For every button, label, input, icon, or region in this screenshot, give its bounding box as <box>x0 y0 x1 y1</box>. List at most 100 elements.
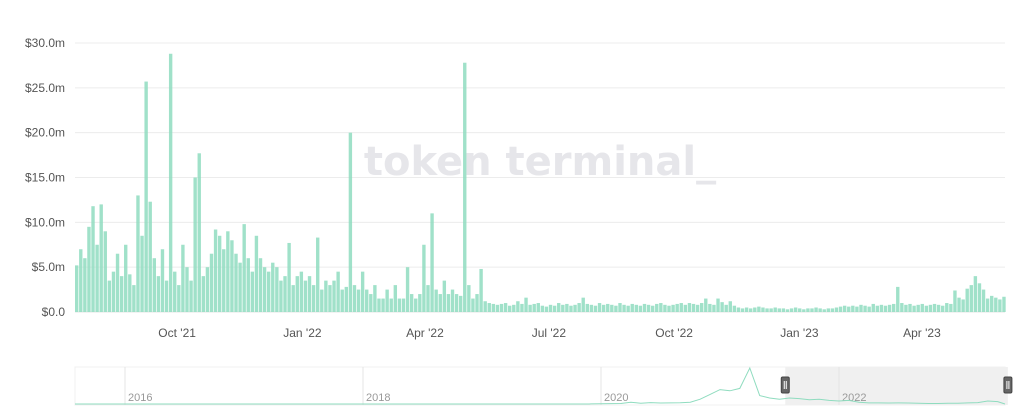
bar <box>422 244 426 312</box>
bar <box>115 253 120 312</box>
bar <box>438 294 442 312</box>
bar <box>524 297 528 312</box>
bar <box>593 305 598 312</box>
bar <box>222 249 226 312</box>
bar <box>969 285 973 312</box>
bar <box>765 308 769 312</box>
bar <box>941 305 945 312</box>
bar <box>855 306 859 312</box>
bar <box>708 303 712 312</box>
y-tick-label: $25.0m <box>25 81 65 95</box>
bar <box>863 305 867 312</box>
bar <box>793 307 798 312</box>
bar <box>185 267 189 312</box>
bar <box>838 306 843 312</box>
grip-handle-icon <box>1003 376 1013 394</box>
bar <box>646 304 651 312</box>
navigator-left-handle[interactable] <box>780 376 790 394</box>
navigator-right-handle[interactable] <box>1003 376 1013 394</box>
bar <box>430 213 434 312</box>
bar <box>193 177 197 312</box>
bar <box>896 286 900 312</box>
bar <box>177 285 181 312</box>
bar <box>777 308 781 312</box>
bar <box>463 62 467 312</box>
bar <box>144 81 148 312</box>
grip-handle-icon <box>780 376 790 394</box>
bar <box>307 276 312 312</box>
bar <box>687 303 692 312</box>
bar <box>867 306 871 312</box>
bar <box>471 298 475 312</box>
bar <box>887 304 892 312</box>
navigator-year-label: 2022 <box>842 392 866 404</box>
bar <box>704 298 708 312</box>
bar <box>136 195 140 312</box>
bar <box>173 271 177 312</box>
bar <box>965 288 969 312</box>
bar <box>356 289 361 312</box>
bar <box>981 289 986 312</box>
bar <box>659 303 663 312</box>
bar <box>749 308 753 312</box>
bar <box>217 235 222 312</box>
navigator[interactable]: 2016 2018 2020 2022 <box>74 366 1013 406</box>
bar <box>226 231 230 312</box>
bar <box>152 258 156 312</box>
bar <box>479 268 483 312</box>
bar <box>908 303 912 312</box>
bar <box>675 303 679 312</box>
bar <box>916 304 920 312</box>
bar <box>279 280 283 312</box>
bar <box>859 304 863 312</box>
bar <box>1002 296 1006 312</box>
bar <box>634 304 639 312</box>
bar <box>773 307 777 312</box>
bar <box>977 283 982 312</box>
x-tick-label: Apr '23 <box>903 326 941 340</box>
bar <box>826 308 831 312</box>
bar <box>132 285 136 312</box>
x-tick-label: Jan '22 <box>283 326 322 340</box>
bar <box>405 267 410 312</box>
bar <box>561 304 565 312</box>
bar <box>275 267 279 312</box>
y-tick-label: $20.0m <box>25 126 65 140</box>
bar <box>344 286 348 312</box>
bar <box>83 258 87 312</box>
bar <box>156 276 161 312</box>
bar <box>589 304 594 312</box>
token-terminal-watermark: token terminal_ <box>364 139 716 185</box>
bar <box>614 305 618 312</box>
bar <box>426 285 430 312</box>
bar <box>712 304 716 312</box>
bar <box>352 285 357 312</box>
bar <box>401 298 406 312</box>
bar <box>111 271 116 312</box>
x-tick-label: Apr '22 <box>406 326 444 340</box>
bar <box>606 303 610 312</box>
bar <box>548 304 553 312</box>
bar <box>467 285 471 312</box>
bar <box>99 204 103 312</box>
bar <box>626 305 630 312</box>
bar <box>720 302 724 312</box>
bar <box>340 289 344 312</box>
bar <box>822 309 826 312</box>
bar <box>238 262 242 312</box>
bar <box>258 258 263 312</box>
bar <box>577 303 581 312</box>
bar <box>569 305 573 312</box>
bar <box>990 295 994 312</box>
bar <box>994 297 998 312</box>
bar <box>663 304 667 312</box>
bar <box>847 306 851 312</box>
bar <box>393 285 398 312</box>
bar <box>695 304 700 312</box>
bar <box>499 303 504 312</box>
bar <box>209 253 214 312</box>
bar <box>365 289 369 312</box>
y-axis-labels: $0.0 $5.0m $10.0m $15.0m $20.0m $25.0m $30.0m <box>25 36 65 319</box>
bar <box>565 303 569 312</box>
